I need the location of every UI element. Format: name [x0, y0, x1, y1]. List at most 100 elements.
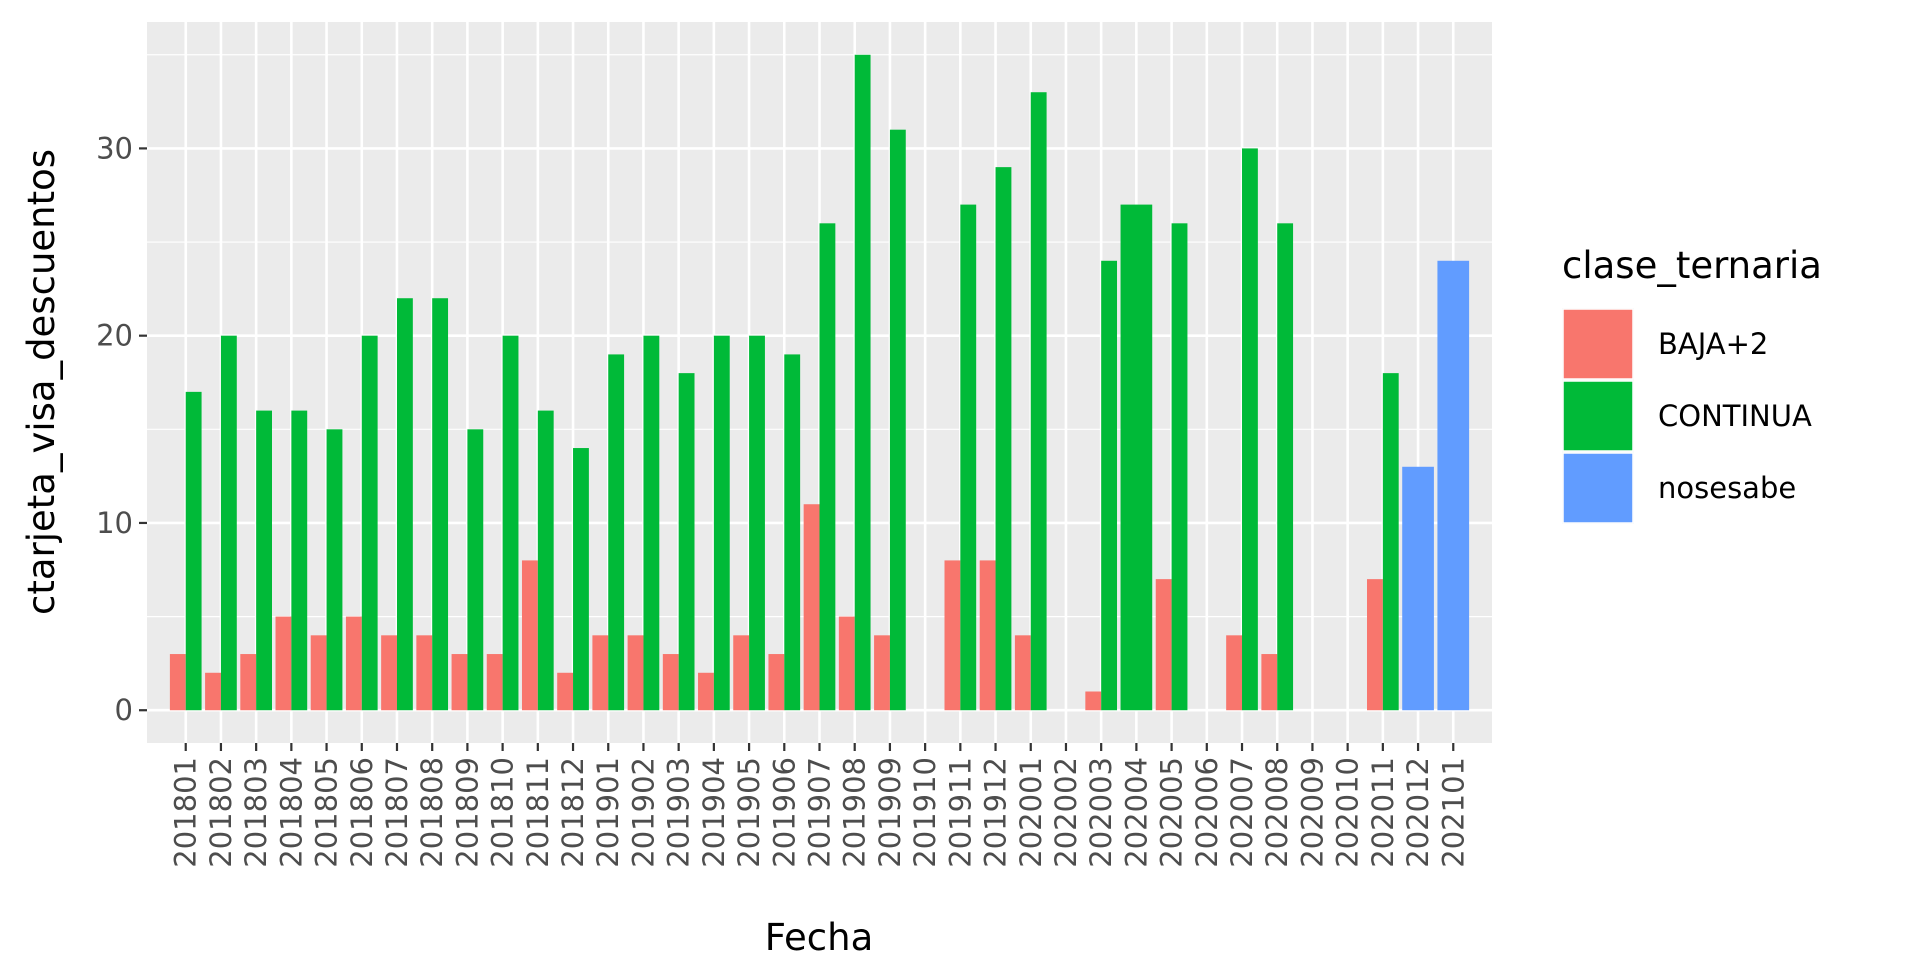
- bar-baja-2-201804: [275, 616, 292, 711]
- bar-continua-201907: [819, 223, 836, 711]
- x-tick-label: 201803: [239, 757, 273, 868]
- x-tick-label: 201808: [415, 757, 449, 868]
- bar-continua-202001: [1030, 92, 1047, 711]
- bar-continua-202008: [1277, 223, 1294, 711]
- bar-baja-2-201808: [416, 635, 433, 711]
- legend-items: BAJA+2 CONTINUA nosesabe: [1562, 308, 1812, 524]
- legend-swatch-nosesabe: [1562, 452, 1634, 524]
- bar-baja-2-201807: [381, 635, 397, 711]
- bars: [169, 54, 1470, 711]
- bar-baja-2-201805: [310, 635, 327, 711]
- bar-baja-2-202011: [1367, 579, 1383, 711]
- bar-baja-2-201909: [874, 635, 890, 711]
- legend-label: BAJA+2: [1658, 327, 1768, 361]
- x-tick-label: 202011: [1366, 757, 1400, 868]
- x-tick-label: 202003: [1084, 757, 1118, 868]
- x-tick-label: 202008: [1260, 757, 1294, 868]
- bar-continua-202011: [1382, 373, 1399, 711]
- y-tick-label: 20: [96, 319, 133, 353]
- x-tick-label: 201907: [803, 757, 837, 868]
- bar-baja-2-201906: [768, 654, 785, 711]
- bar-nosesabe-202101: [1437, 260, 1470, 711]
- bar-continua-201812: [573, 448, 589, 711]
- bar-continua-201803: [256, 410, 272, 711]
- bar-continua-201804: [291, 410, 308, 711]
- bar-continua-201905: [749, 335, 765, 711]
- bar-baja-2-201908: [838, 616, 855, 711]
- bar-continua-201807: [396, 298, 413, 711]
- bar-continua-201810: [502, 335, 519, 711]
- y-tick-label: 10: [96, 506, 133, 540]
- y-axis-title: ctarjeta_visa_descuentos: [20, 149, 63, 615]
- bar-continua-202003: [1101, 260, 1118, 711]
- x-tick-label: 201905: [732, 757, 766, 868]
- bar-continua-201912: [995, 167, 1012, 711]
- x-tick-label: 202006: [1190, 757, 1224, 868]
- bar-baja-2-201905: [733, 635, 750, 711]
- bar-nosesabe-202012: [1402, 466, 1434, 711]
- x-tick-label: 201807: [380, 757, 414, 868]
- bar-baja-2-201809: [451, 654, 468, 711]
- legend-label: nosesabe: [1658, 471, 1796, 505]
- bar-baja-2-201912: [979, 560, 996, 711]
- x-tick-label: 202001: [1014, 757, 1048, 868]
- y-tick-label: 0: [115, 693, 133, 727]
- x-tick-label: 201909: [873, 757, 907, 868]
- bar-baja-2-201803: [240, 654, 257, 711]
- x-tick-label: 201801: [169, 757, 203, 868]
- bar-baja-2-201810: [486, 654, 503, 711]
- x-tick-label: 202005: [1155, 757, 1189, 868]
- x-tick-label: 202009: [1295, 757, 1329, 868]
- bar-baja-2-201806: [345, 616, 362, 711]
- bar-baja-2-202008: [1261, 654, 1278, 711]
- x-axis: 201801 201802 201803 201804 201805 201806 2018…: [169, 743, 1470, 868]
- bar-baja-2-201801: [169, 654, 186, 711]
- bar-baja-2-201901: [592, 635, 609, 711]
- legend: clase_ternaria BAJA+2 CONTINUA nosesabe: [1562, 244, 1822, 524]
- y-tick-label: 30: [96, 131, 133, 165]
- bar-continua-201909: [889, 129, 906, 711]
- bar-continua-201903: [678, 373, 695, 711]
- bar-continua-201811: [537, 410, 554, 711]
- bar-continua-201911: [960, 204, 977, 711]
- legend-swatch-baja-2: [1562, 308, 1634, 380]
- bar-continua-201805: [326, 429, 343, 711]
- x-tick-label: 201810: [486, 757, 520, 868]
- x-tick-label: 201804: [274, 757, 308, 868]
- x-tick-label: 201805: [310, 757, 344, 868]
- bar-continua-201902: [643, 335, 660, 711]
- bar-baja-2-202003: [1085, 691, 1102, 711]
- x-tick-label: 201902: [626, 757, 660, 868]
- x-tick-label: 201904: [697, 757, 731, 868]
- bar-continua-201908: [854, 54, 871, 711]
- bar-continua-201904: [713, 335, 730, 711]
- bar-baja-2-201903: [662, 654, 679, 711]
- bar-baja-2-202007: [1226, 635, 1243, 711]
- bar-continua-202004: [1120, 204, 1153, 711]
- legend-swatch-continua: [1562, 380, 1634, 452]
- x-tick-label: 201910: [908, 757, 942, 868]
- bar-baja-2-201811: [521, 560, 538, 711]
- bar-baja-2-201802: [205, 672, 221, 711]
- bar-continua-201809: [467, 429, 484, 711]
- legend-label: CONTINUA: [1658, 399, 1812, 433]
- bar-continua-201801: [185, 391, 202, 711]
- x-tick-label: 201911: [943, 757, 977, 868]
- x-tick-label: 202002: [1049, 757, 1083, 868]
- x-tick-label: 201811: [521, 757, 555, 868]
- x-tick-label: 202101: [1436, 757, 1470, 868]
- x-tick-label: 201908: [838, 757, 872, 868]
- bar-continua-201808: [432, 298, 449, 711]
- bar-continua-202007: [1242, 148, 1258, 711]
- bar-continua-201806: [361, 335, 378, 711]
- bar-baja-2-201904: [698, 672, 714, 711]
- y-axis: 0 10 20 30: [96, 131, 147, 727]
- bar-continua-202005: [1171, 223, 1188, 711]
- x-tick-label: 202012: [1401, 757, 1435, 868]
- x-tick-label: 201809: [450, 757, 484, 868]
- x-tick-label: 201812: [556, 757, 590, 868]
- x-tick-label: 202007: [1225, 757, 1259, 868]
- x-tick-label: 202010: [1331, 757, 1365, 868]
- bar-continua-201901: [608, 354, 625, 711]
